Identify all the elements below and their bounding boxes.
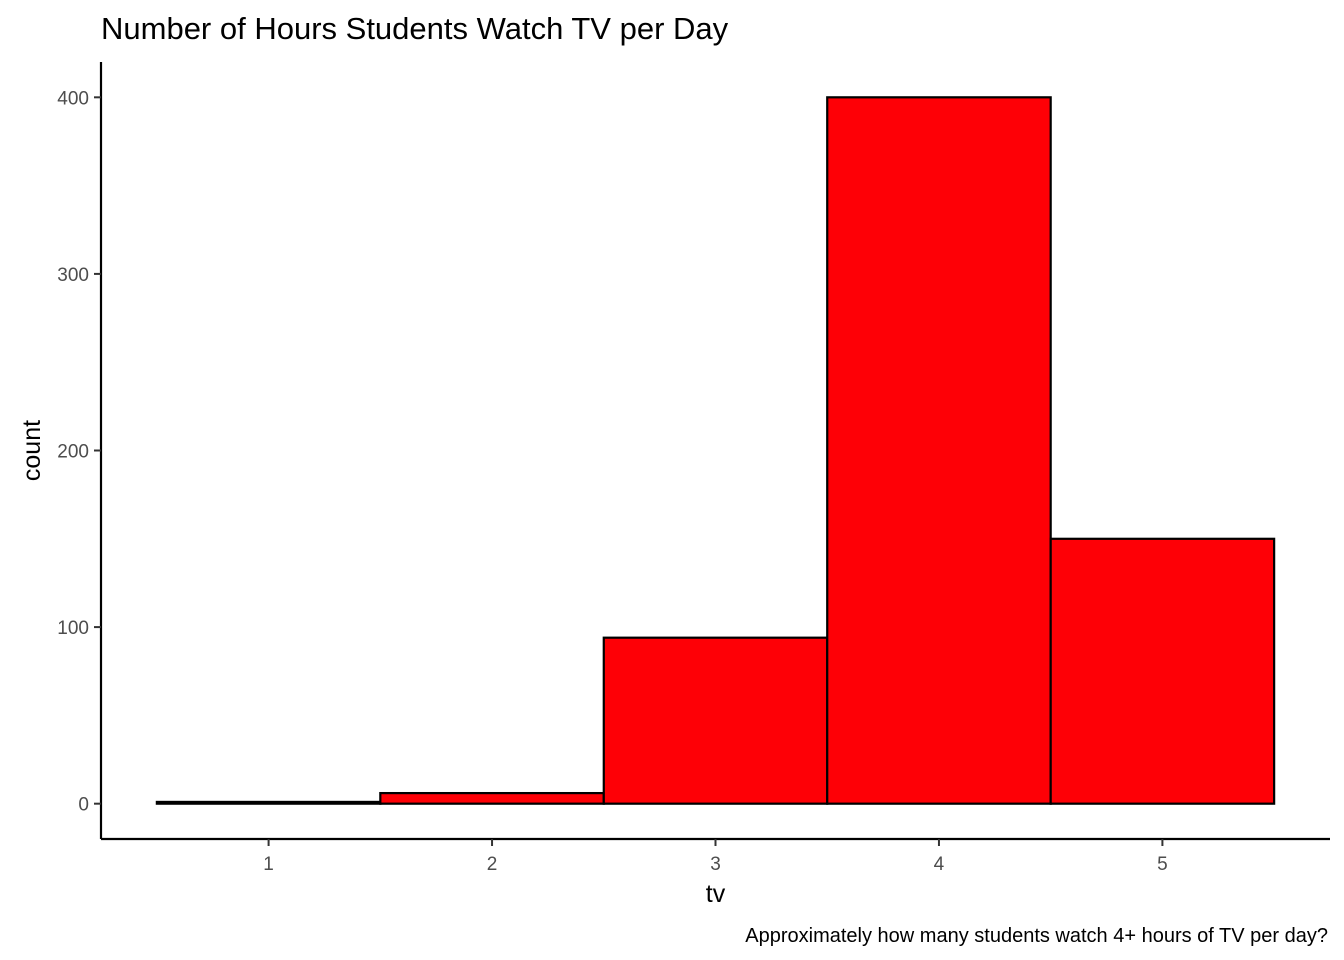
x-axis-label: tv — [706, 880, 726, 908]
bar-tv-3 — [602, 636, 829, 805]
y-tick-label: 0 — [78, 795, 89, 816]
y-axis-ticks: 0 100 200 300 400 — [57, 88, 101, 816]
x-tick-label: 5 — [1157, 854, 1168, 875]
x-tick-label: 4 — [934, 854, 945, 875]
y-tick-label: 200 — [57, 442, 89, 463]
y-axis-label: count — [18, 420, 46, 481]
y-tick-label: 100 — [57, 618, 89, 639]
bar-tv-1 — [155, 800, 382, 805]
bar-tv-5 — [1049, 537, 1276, 805]
y-tick-label: 400 — [57, 88, 89, 109]
bar-tv-4 — [826, 96, 1052, 805]
x-tick-label: 3 — [710, 854, 721, 875]
bar-tv-2 — [379, 791, 605, 805]
x-tick-label: 2 — [487, 854, 498, 875]
y-tick-label: 300 — [57, 265, 89, 286]
chart-caption: Approximately how many students watch 4+… — [745, 925, 1328, 947]
chart-title: Number of Hours Students Watch TV per Da… — [101, 11, 729, 46]
x-axis-ticks: 1 2 3 4 5 — [263, 839, 1168, 875]
bars-layer — [155, 96, 1276, 805]
x-tick-label: 1 — [263, 854, 274, 875]
